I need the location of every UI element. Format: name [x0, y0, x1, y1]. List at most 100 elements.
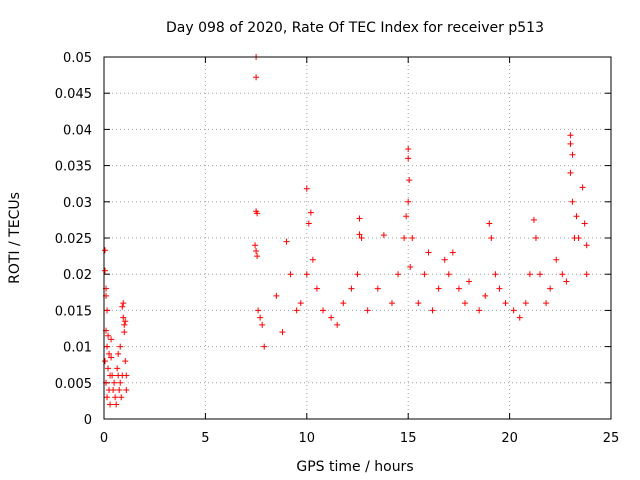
data-point: [496, 285, 503, 292]
data-point: [553, 256, 560, 263]
data-point: [123, 372, 130, 379]
data-point: [380, 232, 387, 239]
data-point: [121, 321, 128, 328]
data-point: [579, 184, 586, 191]
data-point: [105, 332, 112, 339]
data-point: [406, 177, 413, 184]
data-point: [356, 231, 363, 238]
plot-frame: [103, 56, 612, 420]
data-point: [122, 358, 129, 365]
data-point: [415, 300, 422, 307]
data-point: [575, 235, 582, 241]
data-point: [405, 198, 412, 205]
data-point: [104, 307, 111, 314]
data-point: [334, 321, 341, 328]
data-point: [108, 354, 115, 361]
data-point: [102, 247, 109, 254]
data-point: [395, 271, 402, 278]
data-point: [257, 314, 264, 321]
data-point: [403, 213, 410, 220]
data-point: [307, 209, 314, 216]
data-point: [109, 372, 116, 379]
data-point: [261, 343, 268, 350]
x-tick-label: 0: [100, 431, 108, 446]
chart-title: Day 098 of 2020, Rate Of TEC Index for r…: [166, 20, 544, 36]
data-point: [405, 155, 412, 162]
data-point: [254, 210, 261, 217]
data-point: [526, 271, 533, 278]
x-tick-label: 10: [299, 431, 316, 446]
data-point: [119, 303, 126, 310]
data-point: [441, 256, 448, 263]
data-point: [547, 285, 554, 292]
data-point: [502, 300, 509, 307]
data-point: [305, 220, 312, 227]
data-point: [328, 314, 335, 321]
data-point: [358, 235, 365, 241]
data-point: [120, 314, 127, 321]
data-point: [110, 387, 117, 394]
y-tick-label: 0.035: [55, 160, 92, 175]
data-point: [401, 235, 408, 241]
data-point: [510, 307, 517, 314]
data-point: [320, 307, 327, 314]
y-tick-label: 0.02: [63, 268, 92, 283]
data-point: [532, 235, 539, 241]
y-tick-label: 0.025: [55, 232, 92, 247]
data-point: [297, 300, 304, 307]
data-point: [309, 256, 316, 263]
data-point: [118, 394, 125, 401]
data-point: [121, 329, 128, 336]
y-tick-label: 0.045: [55, 87, 92, 102]
data-point: [255, 307, 262, 314]
data-point: [117, 379, 124, 386]
x-tick-label: 20: [501, 431, 518, 446]
data-point: [102, 358, 109, 365]
data-point: [530, 216, 537, 223]
data-point: [120, 300, 127, 307]
data-point: [466, 278, 473, 285]
x-tick-label: 25: [603, 431, 620, 446]
data-point: [583, 271, 590, 278]
y-tick-label: 0.03: [63, 196, 92, 211]
data-point: [253, 74, 260, 81]
data-point: [105, 365, 112, 372]
data-point: [573, 213, 580, 220]
data-point: [107, 401, 114, 408]
data-point: [567, 132, 574, 139]
data-point: [482, 292, 489, 299]
data-point: [303, 271, 310, 278]
data-point: [429, 307, 436, 314]
data-point: [115, 350, 122, 357]
data-point: [364, 307, 371, 314]
data-point: [122, 318, 129, 325]
data-point: [102, 267, 109, 274]
data-point: [108, 336, 115, 343]
data-point: [559, 271, 566, 278]
data-point: [374, 285, 381, 292]
y-tick-label: 0.04: [63, 123, 92, 138]
axis-ticks: 0 5 10 15 20 25 0 0.005 0.01 0.015 0.02 0.025 0.03 0.…: [55, 51, 619, 446]
data-point: [340, 300, 347, 307]
data-points: [102, 54, 590, 408]
data-point: [581, 220, 588, 227]
data-point: [252, 242, 259, 249]
data-point: [421, 271, 428, 278]
data-point: [117, 343, 124, 350]
data-point: [106, 350, 113, 357]
data-point: [254, 253, 261, 260]
data-point: [354, 271, 361, 278]
y-tick-label: 0: [84, 413, 92, 428]
data-point: [567, 169, 574, 176]
data-point: [113, 401, 120, 408]
data-point: [348, 285, 355, 292]
data-point: [303, 185, 310, 192]
data-point: [476, 307, 483, 314]
data-point: [435, 285, 442, 292]
grid-lines: [104, 57, 611, 419]
data-point: [279, 329, 286, 336]
x-axis-label: GPS time / hours: [296, 459, 413, 475]
data-point: [455, 285, 462, 292]
data-point: [287, 271, 294, 278]
